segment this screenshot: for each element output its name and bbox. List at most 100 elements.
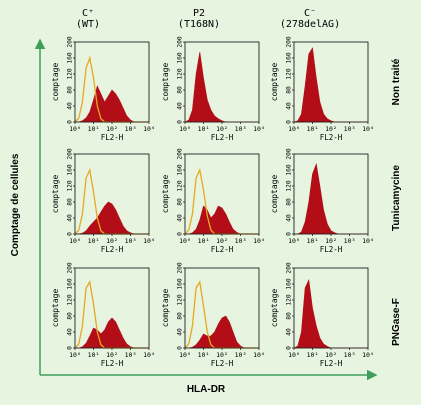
panel-y-label: comptage xyxy=(161,289,170,328)
column-header-sub: (T168N) xyxy=(178,19,220,30)
x-tick-label: 10¹ xyxy=(88,351,100,359)
x-tick-label: 10⁰ xyxy=(69,125,81,133)
y-tick-label: 0 xyxy=(67,120,74,124)
y-tick-label: 40 xyxy=(286,102,293,110)
y-tick-label: 80 xyxy=(177,198,184,206)
y-tick-label: 80 xyxy=(177,86,184,94)
y-tick-label: 0 xyxy=(286,232,293,236)
y-tick-label: 80 xyxy=(177,312,184,320)
panel-x-label: FL2-H xyxy=(211,359,234,368)
stained-histogram xyxy=(75,201,149,235)
y-tick-label: 200 xyxy=(286,262,293,273)
column-header-sub: (278delAG) xyxy=(280,19,340,30)
x-tick-label: 10⁴ xyxy=(253,237,265,245)
y-tick-label: 40 xyxy=(177,214,184,222)
x-tick-label: 10⁰ xyxy=(288,125,300,133)
x-tick-label: 10³ xyxy=(235,125,247,133)
histogram-panel: 0 40 80 120 160 200 10⁰ 10¹ 10² 10³ 10⁴ comptage FL2… xyxy=(161,36,265,142)
x-tick-label: 10⁴ xyxy=(253,351,265,359)
x-tick-label: 10¹ xyxy=(198,125,210,133)
x-tick-label: 10⁴ xyxy=(143,351,155,359)
x-tick-label: 10³ xyxy=(344,125,356,133)
panel-y-label: comptage xyxy=(51,175,60,214)
y-tick-label: 160 xyxy=(286,278,293,289)
panel-x-label: FL2-H xyxy=(211,133,234,142)
y-tick-label: 120 xyxy=(67,294,74,305)
histogram-panel: 0 40 80 120 160 200 10⁰ 10¹ 10² 10³ 10⁴ comptage FL2… xyxy=(51,36,155,142)
y-tick-label: 40 xyxy=(286,214,293,222)
y-tick-label: 0 xyxy=(286,346,293,350)
x-tick-label: 10⁰ xyxy=(288,237,300,245)
stained-histogram xyxy=(75,317,149,349)
column-header-name: C⁺ xyxy=(82,8,94,19)
y-tick-label: 80 xyxy=(286,312,293,320)
panel-y-label: comptage xyxy=(161,175,170,214)
y-tick-label: 80 xyxy=(286,198,293,206)
y-tick-label: 200 xyxy=(286,36,293,47)
y-tick-label: 120 xyxy=(177,294,184,305)
y-tick-label: 0 xyxy=(177,346,184,350)
x-outer-label: HLA-DR xyxy=(187,384,226,395)
x-tick-label: 10² xyxy=(106,125,118,133)
y-tick-label: 160 xyxy=(67,52,74,63)
x-tick-label: 10³ xyxy=(235,351,247,359)
histogram-panel: 0 40 80 120 160 200 10⁰ 10¹ 10² 10³ 10⁴ comptage FL2… xyxy=(51,148,155,254)
panel-x-label: FL2-H xyxy=(320,245,343,254)
x-tick-label: 10⁰ xyxy=(179,125,191,133)
x-tick-label: 10³ xyxy=(125,351,137,359)
y-tick-label: 40 xyxy=(67,214,74,222)
y-tick-label: 40 xyxy=(177,102,184,110)
x-tick-label: 10⁴ xyxy=(362,351,374,359)
x-tick-label: 10⁴ xyxy=(143,237,155,245)
histogram-panel: 0 40 80 120 160 200 10⁰ 10¹ 10² 10³ 10⁴ comptage FL2… xyxy=(161,148,265,254)
panel-y-label: comptage xyxy=(270,175,279,214)
x-tick-label: 10¹ xyxy=(88,237,100,245)
y-tick-label: 0 xyxy=(67,346,74,350)
y-tick-label: 160 xyxy=(286,164,293,175)
y-tick-label: 160 xyxy=(177,52,184,63)
panel-y-label: comptage xyxy=(51,289,60,328)
y-tick-label: 0 xyxy=(177,120,184,124)
y-tick-label: 120 xyxy=(286,180,293,191)
stained-histogram xyxy=(185,205,259,235)
x-tick-label: 10² xyxy=(106,351,118,359)
y-tick-label: 120 xyxy=(286,68,293,79)
y-tick-label: 40 xyxy=(286,328,293,336)
panel-x-label: FL2-H xyxy=(101,133,124,142)
x-tick-label: 10³ xyxy=(235,237,247,245)
y-tick-label: 80 xyxy=(67,198,74,206)
y-tick-label: 160 xyxy=(177,278,184,289)
y-tick-label: 80 xyxy=(67,86,74,94)
row-label: Tunicamycine xyxy=(391,165,402,231)
y-tick-label: 200 xyxy=(67,262,74,273)
stained-histogram xyxy=(184,51,259,123)
y-tick-label: 200 xyxy=(67,148,74,159)
x-tick-label: 10¹ xyxy=(307,125,319,133)
y-tick-label: 160 xyxy=(67,164,74,175)
panel-x-label: FL2-H xyxy=(101,359,124,368)
column-header-name: P2 xyxy=(193,8,205,19)
x-tick-label: 10¹ xyxy=(307,237,319,245)
x-tick-label: 10² xyxy=(106,237,118,245)
x-tick-label: 10³ xyxy=(344,351,356,359)
x-tick-label: 10¹ xyxy=(198,237,210,245)
y-tick-label: 120 xyxy=(67,180,74,191)
x-tick-label: 10² xyxy=(216,351,228,359)
y-tick-label: 0 xyxy=(67,232,74,236)
y-tick-label: 160 xyxy=(67,278,74,289)
column-header-sub: (WT) xyxy=(76,19,100,30)
stained-histogram xyxy=(294,162,368,235)
y-tick-label: 200 xyxy=(67,36,74,47)
x-tick-label: 10⁴ xyxy=(143,125,155,133)
y-tick-label: 200 xyxy=(177,148,184,159)
x-tick-label: 10³ xyxy=(125,125,137,133)
histogram-panel: 0 40 80 120 160 200 10⁰ 10¹ 10² 10³ 10⁴ comptage FL2… xyxy=(161,262,265,368)
y-tick-label: 200 xyxy=(177,36,184,47)
panel-y-label: comptage xyxy=(270,63,279,102)
row-label: Non traité xyxy=(391,58,402,105)
y-tick-label: 40 xyxy=(67,328,74,336)
y-tick-label: 160 xyxy=(177,164,184,175)
x-tick-label: 10⁴ xyxy=(362,125,374,133)
x-tick-label: 10¹ xyxy=(198,351,210,359)
